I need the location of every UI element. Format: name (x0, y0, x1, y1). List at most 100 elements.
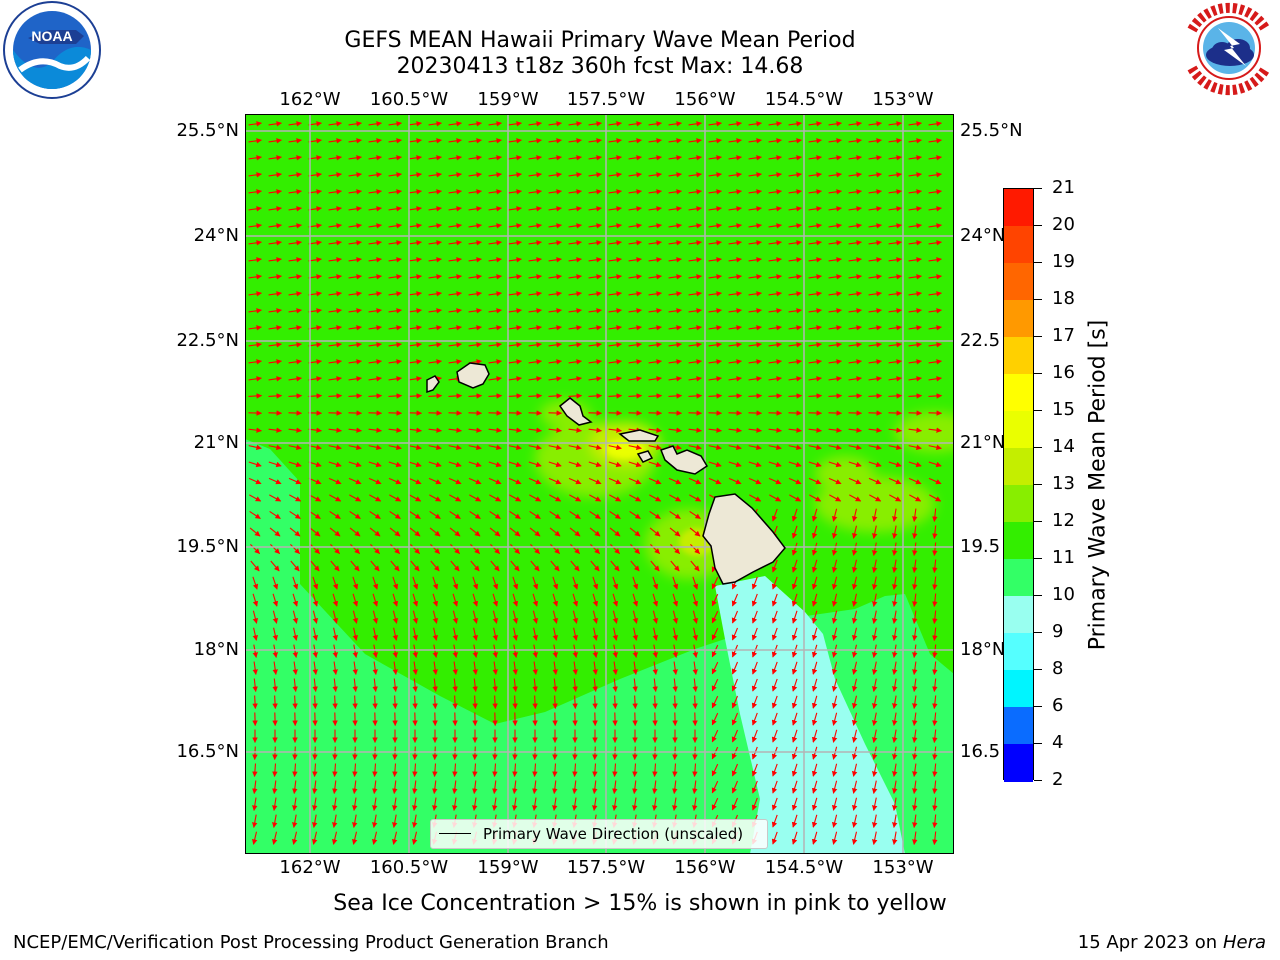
wave-arrow (668, 376, 682, 382)
wave-arrow (268, 342, 282, 348)
wave-arrow (328, 189, 342, 195)
wave-arrow (808, 477, 822, 485)
wave-arrow (409, 527, 421, 537)
wave-arrow (488, 223, 502, 229)
wave-arrow (468, 206, 482, 212)
wave-arrow (388, 308, 402, 314)
wave-arrow (328, 342, 342, 348)
colorbar-label: Primary Wave Mean Period [s] (1085, 319, 1111, 651)
wave-arrow (348, 376, 362, 382)
noaa-logo-text: NOAA (31, 28, 72, 44)
wave-arrow (429, 510, 441, 520)
wave-direction-arrows (248, 121, 943, 846)
wave-arrow (568, 121, 582, 127)
wave-arrow (328, 274, 342, 280)
lat-label-left: 24°N (193, 225, 239, 246)
wave-arrow (629, 527, 641, 537)
wave-arrow (408, 359, 422, 365)
wave-arrow (288, 393, 303, 399)
wave-arrow (808, 206, 822, 212)
wave-period-map (245, 114, 954, 854)
wave-arrow (868, 461, 882, 468)
wave-arrow (348, 291, 362, 297)
wave-arrow (488, 393, 503, 399)
wave-arrow (348, 223, 362, 229)
wave-arrow (328, 155, 342, 161)
wave-arrow (508, 376, 522, 382)
wave-arrow (648, 376, 662, 382)
wave-arrow (368, 359, 382, 365)
wave-arrow (768, 427, 782, 433)
wave-arrow (388, 393, 403, 399)
wave-arrow (728, 189, 742, 195)
wave-arrow (528, 461, 542, 468)
colorbar-tick-mark (1034, 373, 1042, 374)
wave-arrow (768, 359, 782, 365)
wave-arrow (768, 325, 782, 331)
wave-arrow (908, 308, 922, 314)
wave-arrow (348, 444, 362, 451)
wave-arrow (368, 240, 382, 246)
wave-arrow (508, 223, 522, 229)
wave-arrow (249, 510, 261, 520)
lat-label-left: 18°N (193, 639, 239, 660)
colorbar-tick-label: 13 (1052, 473, 1075, 494)
wave-arrow (608, 172, 622, 178)
wave-arrow (708, 206, 722, 212)
wave-arrow (568, 325, 582, 331)
wave-arrow (408, 444, 422, 451)
wave-arrow (508, 444, 522, 451)
wave-arrow (728, 376, 742, 382)
wave-arrow (788, 359, 802, 365)
wave-arrow (748, 274, 762, 280)
colorbar-tick-label: 17 (1052, 325, 1075, 346)
wave-arrow (628, 342, 642, 348)
wave-arrow (608, 223, 622, 229)
wave-arrow (908, 393, 923, 399)
wave-arrow (328, 121, 342, 127)
wave-arrow (428, 461, 442, 468)
wave-arrow (888, 376, 902, 382)
wave-arrow (588, 359, 602, 365)
wave-arrow (268, 240, 282, 246)
wave-arrow (808, 393, 823, 399)
wave-arrow (928, 427, 942, 433)
wave-arrow (448, 138, 462, 144)
wave-arrow (508, 359, 522, 365)
lon-label-top: 159°W (477, 89, 539, 110)
wave-arrow (448, 223, 462, 229)
wave-arrow (708, 274, 722, 280)
wave-arrow (368, 172, 382, 178)
wave-arrow (688, 359, 702, 365)
wave-arrow (848, 189, 862, 195)
wave-arrow (808, 223, 822, 229)
wave-arrow (288, 359, 302, 365)
wave-arrow (868, 477, 882, 485)
wave-arrow (568, 172, 582, 178)
wave-arrow (428, 308, 442, 314)
wave-arrow (728, 121, 742, 127)
wave-arrow (888, 206, 902, 212)
wave-arrow (368, 291, 382, 297)
colorbar-segment (1004, 633, 1033, 671)
wave-arrow (908, 461, 922, 468)
wave-arrow (708, 444, 722, 451)
wave-arrow (368, 376, 382, 382)
wave-arrow (928, 155, 942, 161)
colorbar-tick-mark (1034, 410, 1042, 411)
wave-arrow (828, 325, 842, 331)
wave-arrow (588, 376, 602, 382)
wave-arrow (468, 308, 482, 314)
wave-arrow (868, 444, 882, 451)
map-legend: Primary Wave Direction (unscaled) (430, 819, 768, 849)
wave-arrow (348, 121, 362, 127)
wave-arrow (909, 494, 922, 502)
wave-arrow (928, 477, 942, 485)
wave-arrow (508, 342, 522, 348)
wave-arrow (488, 477, 502, 485)
wave-arrow (648, 393, 663, 399)
wave-arrow (848, 461, 862, 468)
wave-arrow (328, 291, 342, 297)
wave-arrow (628, 325, 642, 331)
wave-arrow (788, 206, 802, 212)
